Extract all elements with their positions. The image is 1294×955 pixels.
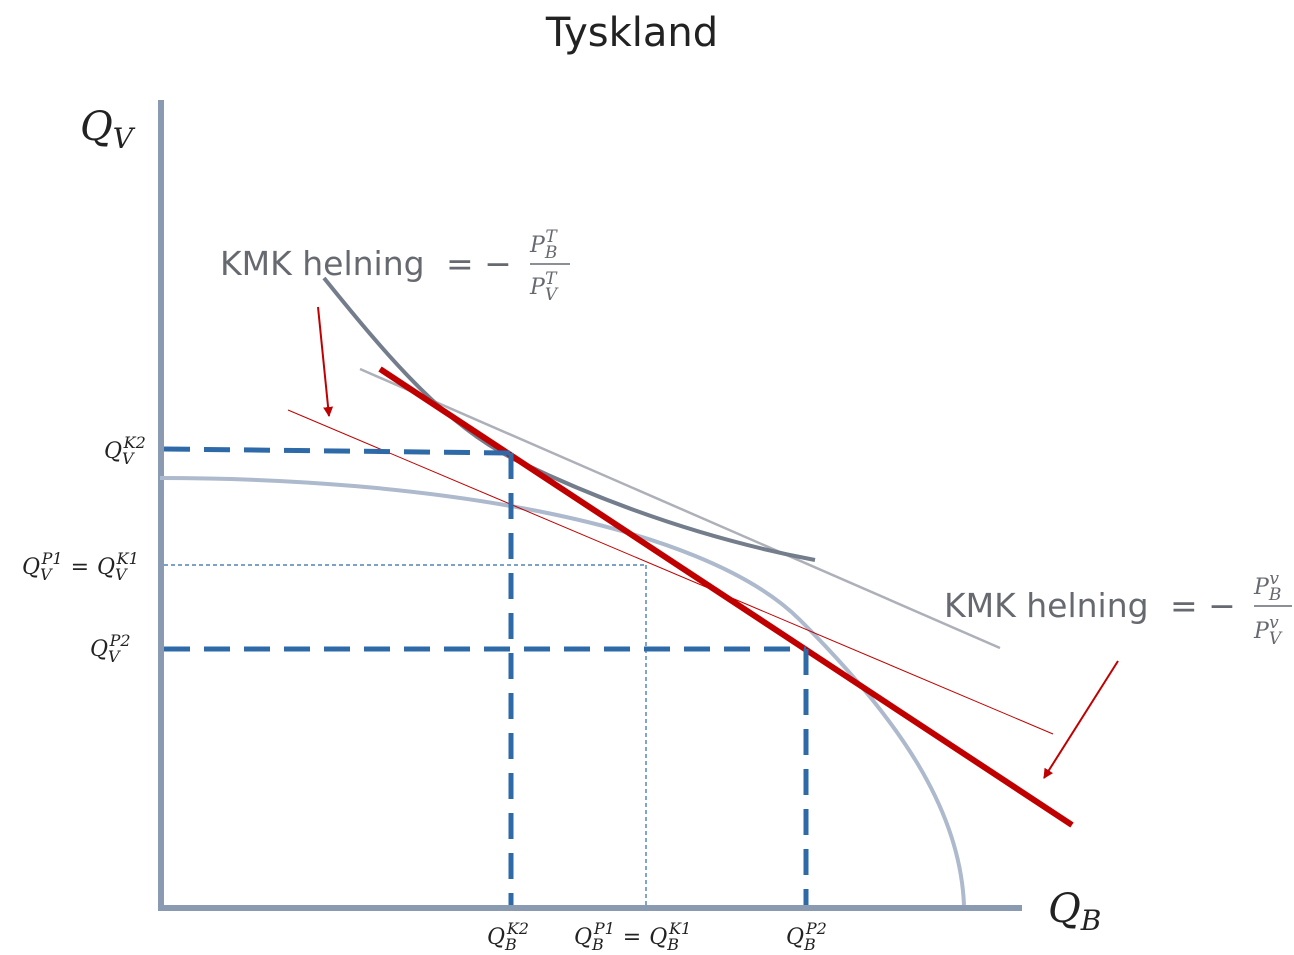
svg-text:= −: = − (1170, 586, 1236, 625)
autarky-price-line-thin (287, 409, 1054, 735)
y-tick-qv-p1-k1: QVP1 = QVK1 (22, 549, 139, 584)
autarky-price-line (359, 367, 1001, 650)
arrow-to-autarky-line (317, 306, 334, 417)
svg-text:PBT: PBT (529, 227, 558, 263)
svg-text:= −: = − (446, 244, 512, 283)
arrow-to-world-line (1043, 660, 1119, 779)
production-possibility-curve (159, 476, 966, 906)
x-tick-qb-k2: QBK2 (487, 919, 529, 954)
annotation-autarky-slope: KMK helning = − PBT PVT (220, 227, 570, 305)
x-tick-qb-p2: QBP2 (786, 919, 827, 954)
svg-text:PVT: PVT (529, 269, 559, 305)
annotation-world-slope: KMK helning = − PBv PVv (944, 569, 1292, 649)
svg-text:KMK helning: KMK helning (944, 586, 1149, 625)
y-tick-qv-p2: QVP2 (90, 631, 131, 666)
svg-text:PVv: PVv (1253, 613, 1283, 649)
x-tick-qb-p1-k1: QBP1 = QBK1 (574, 919, 691, 954)
x-axis-label: QB (1048, 886, 1101, 937)
world-price-line (378, 366, 1074, 828)
y-tick-qv-k2: QVK2 (104, 433, 146, 468)
guide-qv-k2 (163, 446, 512, 456)
y-axis-label: QV (80, 104, 136, 155)
svg-text:PBv: PBv (1253, 569, 1281, 605)
svg-text:KMK helning: KMK helning (220, 244, 425, 283)
diagram-title: Tyskland (545, 10, 718, 56)
